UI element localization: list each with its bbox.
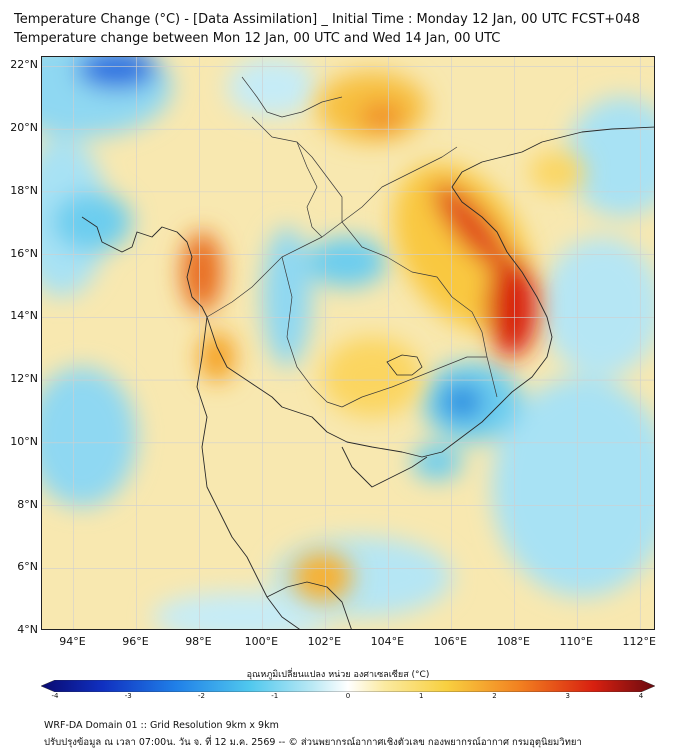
colorbar-gradient [41,680,655,692]
colorbar-tick-label: -2 [198,692,205,700]
colorbar-tick-label: 0 [345,692,351,700]
colorbar-tick-label: -1 [271,692,279,700]
longitude-label: 108°E [496,635,531,648]
colorbar [41,680,655,692]
map-title: Temperature Change (°C) - [Data Assimila… [14,12,640,27]
temperature-change-map [41,56,655,630]
map-canvas [42,57,654,629]
colorbar-tick-label: 2 [492,692,497,700]
colorbar-tick-label: -4 [51,692,59,700]
latitude-label: 4°N [17,623,38,636]
coastline [81,126,654,629]
map-subtitle: Temperature change between Mon 12 Jan, 0… [14,31,501,46]
longitude-label: 102°E [307,635,342,648]
longitude-label: 96°E [122,635,149,648]
longitude-label: 110°E [559,635,593,648]
longitude-label: 106°E [433,635,468,648]
latitude-label: 12°N [10,372,38,386]
latitude-label: 8°N [17,497,38,511]
colorbar-tick-label: 1 [419,692,424,700]
colorbar-tick-label: -3 [124,692,132,700]
update-info: ปรับปรุงข้อมูล ณ เวลา 07:00น. วัน จ. ที่… [44,737,582,748]
latitude-label: 16°N [10,246,38,260]
latitude-label: 10°N [10,434,38,448]
latitude-label: 20°N [10,121,38,135]
latitude-label: 22°N [10,58,38,72]
longitude-label: 104°E [370,635,405,648]
inland-waters [386,354,423,376]
longitude-label: 100°E [244,635,279,648]
longitude-label: 112°E [622,635,656,648]
longitude-label: 98°E [185,635,212,648]
colorbar-tick-label: 3 [565,692,570,700]
longitude-label: 94°E [59,635,86,648]
colorbar-title: อุณหภูมิเปลี่ยนแปลง หน่วย องศาเซลเซียส (… [246,670,430,680]
latitude-label: 6°N [17,560,38,574]
model-info: WRF-DA Domain 01 :: Grid Resolution 9km … [44,720,279,731]
country-borders [206,76,498,408]
latitude-label: 18°N [10,183,38,197]
latitude-label: 14°N [10,309,38,323]
colorbar-tick-label: 4 [638,692,644,700]
lat-lon-grid [42,57,654,629]
